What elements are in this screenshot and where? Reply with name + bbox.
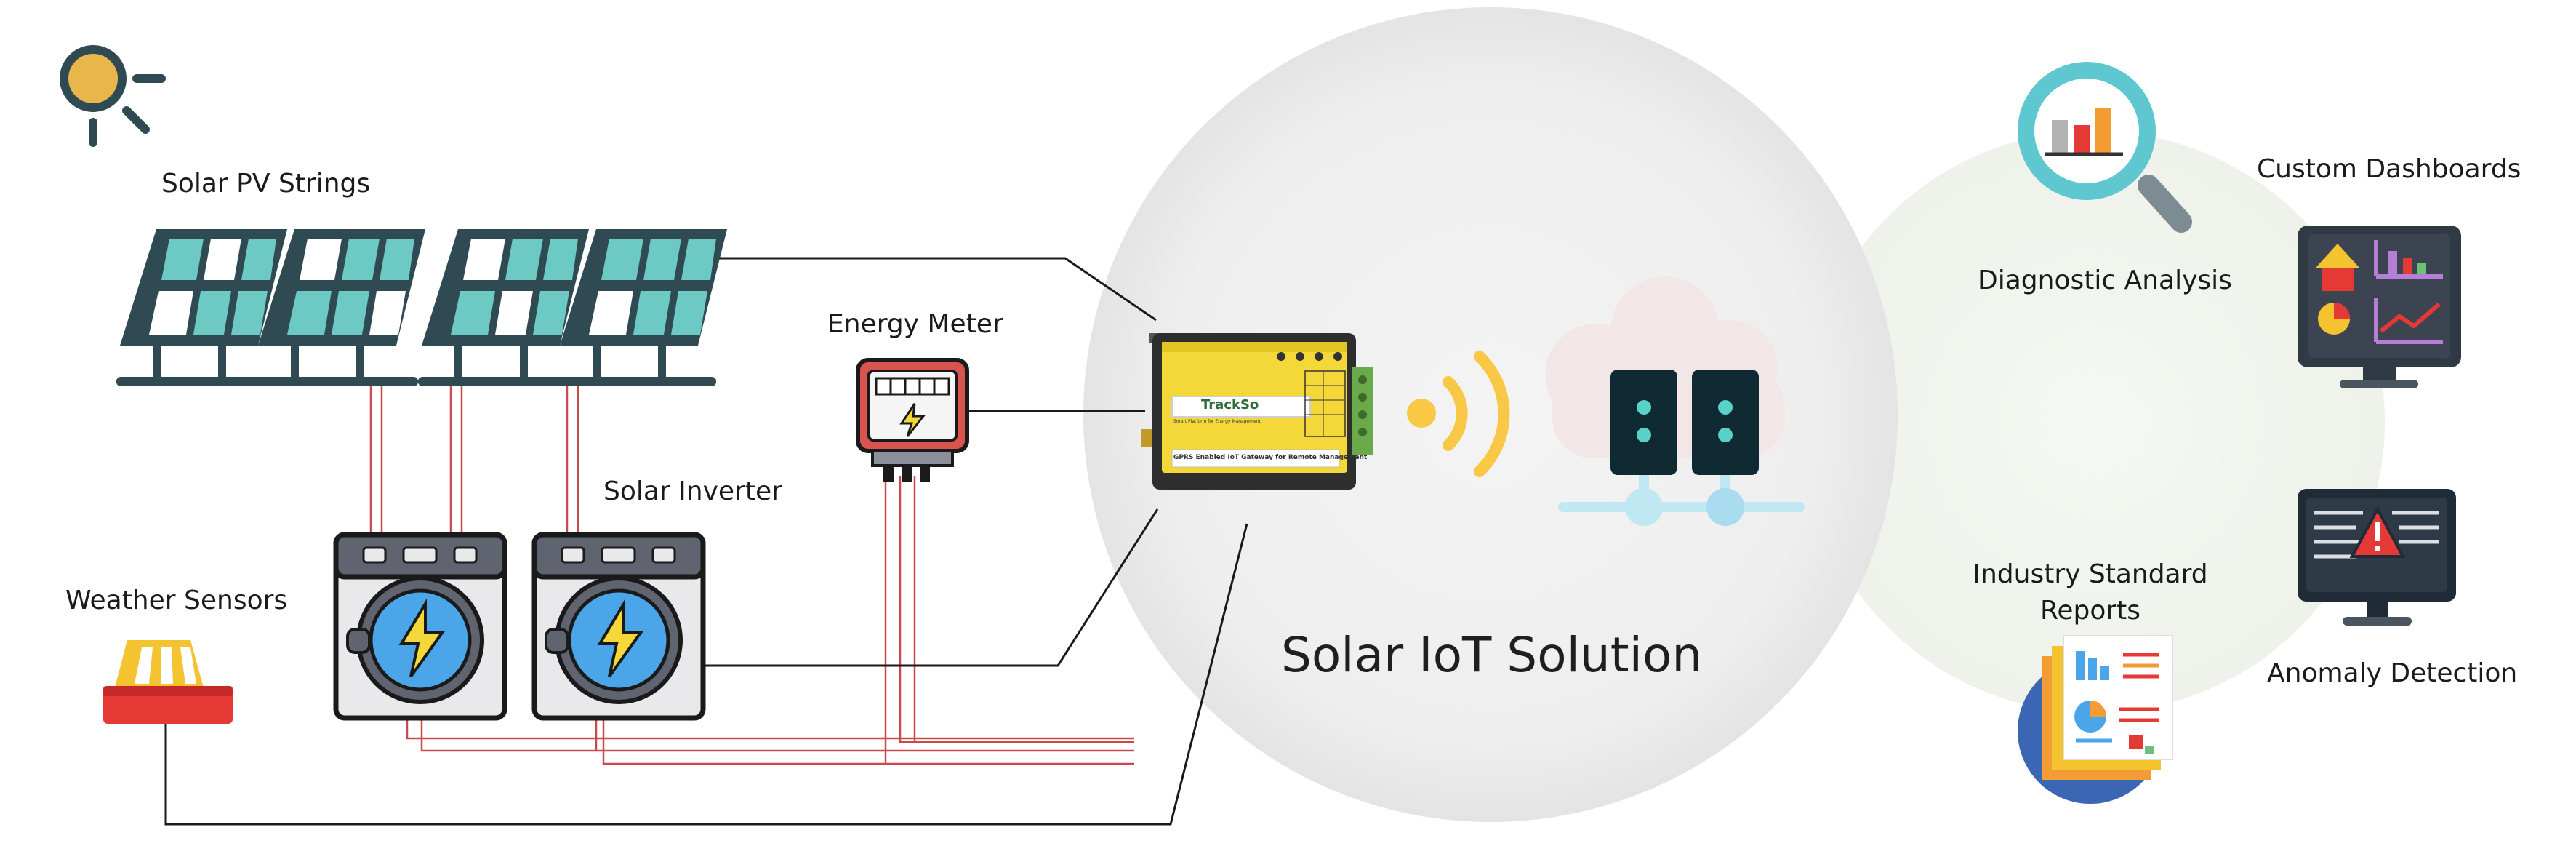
weather-sensor-icon [103, 640, 233, 724]
solar-panel-1 [116, 229, 418, 386]
label-industry-standard-reports: Industry Standard Reports [1973, 559, 2208, 626]
sun-icon [60, 45, 166, 147]
label-solar-inverter: Solar Inverter [603, 476, 782, 506]
connection-lines [164, 257, 1248, 826]
industry-reports-icon [2018, 635, 2173, 804]
label-weather-sensors: Weather Sensors [65, 586, 288, 615]
label-custom-dashboards: Custom Dashboards [2257, 154, 2521, 184]
solar-panel-4 [560, 229, 727, 378]
solar-panel-3 [418, 229, 716, 386]
label-energy-meter: Energy Meter [827, 309, 1003, 339]
diagnostic-analysis-icon [2018, 62, 2192, 233]
analytics-background-circle [1803, 131, 2385, 713]
wireless-signal-icon [1407, 351, 1510, 477]
iot-solution-background-circle [1083, 7, 1898, 822]
energy-meter-icon [856, 358, 969, 482]
gateway-brand: TrackSo [1201, 397, 1259, 412]
gateway-tagline: Smart Platform for Energy Management [1173, 419, 1261, 424]
anomaly-detection-icon [2298, 489, 2456, 626]
gateway-footer: GPRS Enabled IoT Gateway for Remote Mana… [1173, 454, 1368, 461]
label-anomaly-detection: Anomaly Detection [2267, 658, 2518, 688]
wires-red [369, 386, 1134, 765]
center-title: Solar IoT Solution [1281, 627, 1703, 683]
label-solar-pv-strings: Solar PV Strings [161, 169, 371, 199]
solar-panel-2 [258, 229, 425, 378]
cloud-server-icon [1545, 276, 1805, 526]
solar-inverter-1 [333, 532, 507, 721]
custom-dashboards-icon [2298, 226, 2461, 388]
iot-gateway-device [1141, 333, 1373, 490]
solar-inverter-2 [531, 532, 706, 721]
label-diagnostic-analysis: Diagnostic Analysis [1978, 266, 2232, 295]
